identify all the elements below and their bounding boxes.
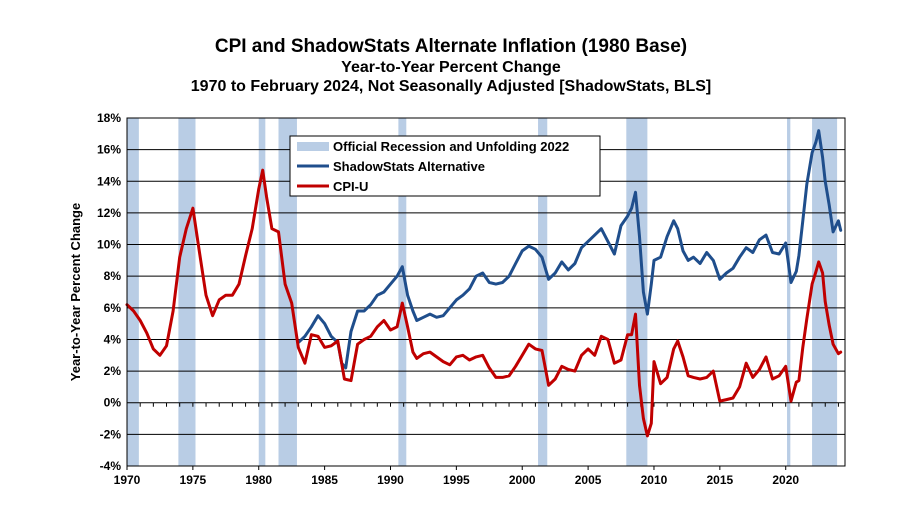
y-tick-label: -4% xyxy=(100,459,122,473)
x-tick-label: 1990 xyxy=(377,473,404,487)
legend-swatch-recession xyxy=(297,142,329,151)
x-tick-label: 2005 xyxy=(575,473,602,487)
x-tick-label: 2000 xyxy=(509,473,536,487)
recession-band xyxy=(258,118,266,466)
chart-subtitle-2: 1970 to February 2024, Not Seasonally Ad… xyxy=(190,78,712,95)
recession-band xyxy=(538,118,548,466)
series-line-cpi-u xyxy=(125,168,843,438)
y-tick-label: -2% xyxy=(100,427,122,441)
y-tick-label: 6% xyxy=(104,301,122,315)
recession-band xyxy=(787,118,791,466)
recession-band xyxy=(127,118,139,466)
x-tick-label: 1985 xyxy=(311,473,338,487)
legend: Official Recession and Unfolding 2022 Sh… xyxy=(289,135,601,197)
y-tick-label: 8% xyxy=(104,269,122,283)
x-tick-label: 2010 xyxy=(641,473,668,487)
x-tick-label: 1980 xyxy=(245,473,272,487)
y-tick-label: 10% xyxy=(97,238,121,252)
y-tick-label: 0% xyxy=(104,396,122,410)
legend-box xyxy=(289,135,601,197)
chart-subtitle: Year-to-Year Percent Change xyxy=(341,59,561,76)
x-tick-labels: 1970 1975 1980 1985 1990 1995 2000 2005 2010 2015… xyxy=(114,466,799,487)
y-tick-label: 14% xyxy=(97,174,121,188)
chart-titles: CPI and ShadowStats Alternate Inflation … xyxy=(0,36,902,96)
y-tick-label: 12% xyxy=(97,206,121,220)
x-tick-label: 1975 xyxy=(180,473,207,487)
legend-label-shadowstats: ShadowStats Alternative xyxy=(333,159,485,174)
y-axis-label: Year-to-Year Percent Change xyxy=(68,203,83,381)
x-tick-label: 1995 xyxy=(443,473,470,487)
x-tick-label: 2015 xyxy=(706,473,733,487)
x-tick-label: 2020 xyxy=(772,473,799,487)
recession-band xyxy=(178,118,196,466)
x-tick-label: 1970 xyxy=(114,473,141,487)
series-lines xyxy=(125,129,843,438)
y-tick-label: 2% xyxy=(104,364,122,378)
chart-title: CPI and ShadowStats Alternate Inflation … xyxy=(214,36,688,57)
series-line-shadowstats xyxy=(296,129,843,370)
y-tick-label: 18% xyxy=(97,111,121,125)
y-tick-labels: -4% -2% 0% 2% 4% 6% 8% 10% 12% 14% 16% 18% xyxy=(97,111,121,473)
y-tick-label: 4% xyxy=(104,332,122,346)
recession-band xyxy=(398,118,407,466)
legend-label-recession: Official Recession and Unfolding 2022 xyxy=(333,139,569,154)
plot-frame xyxy=(126,117,846,467)
y-tick-label: 16% xyxy=(97,143,121,157)
legend-label-cpi-u: CPI-U xyxy=(333,179,368,194)
